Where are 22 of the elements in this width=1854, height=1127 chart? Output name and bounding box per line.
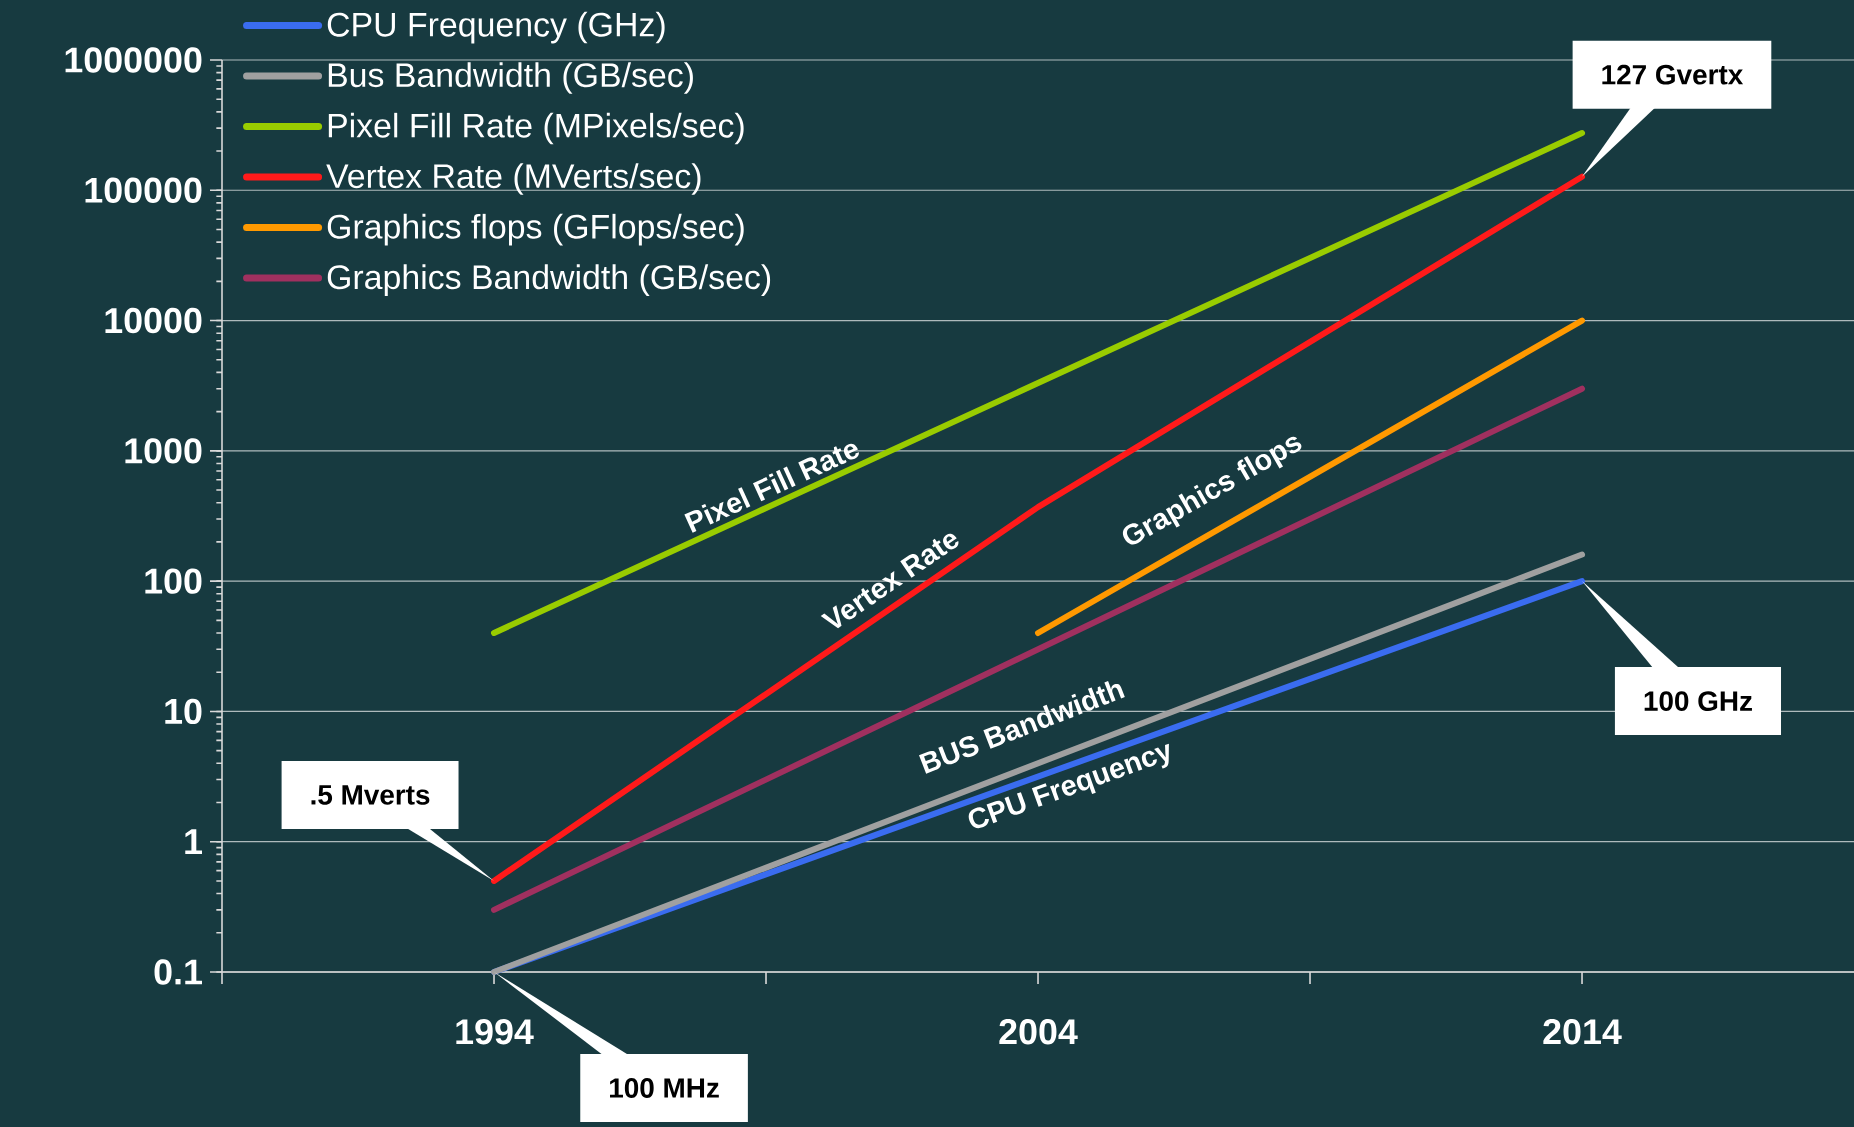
legend-label: Vertex Rate (MVerts/sec) [326, 163, 701, 195]
y-tick-label: 100000 [85, 177, 202, 203]
annotation: .5 Mverts [311, 785, 430, 805]
legend-label: Bus Bandwidth (GB/sec) [328, 62, 693, 94]
x-tick-label: 1994 [456, 1019, 534, 1045]
annotation: 100 GHz [1644, 691, 1752, 711]
legend-label: CPU Frequency (GHz) [327, 11, 665, 44]
y-tick-label: 1000 [125, 438, 202, 464]
y-tick-label: 0.1 [154, 959, 202, 985]
text: 100 MHz [610, 1078, 719, 1098]
y-tick-label: 100 [145, 568, 202, 594]
y-tick-label: 1 [185, 829, 202, 855]
legend-label: Pixel Fill Rate (MPixels/sec) [328, 112, 744, 145]
y-tick-label: 10000 [105, 307, 202, 334]
y-tick-label: 1000000 [65, 47, 202, 73]
x-tick-label: 2014 [1543, 1019, 1622, 1045]
x-tick-label: 2004 [999, 1019, 1078, 1045]
legend-label: Graphics Bandwidth (GB/sec) [327, 264, 771, 296]
legend-label: Graphics flops (GFlops/sec) [327, 213, 744, 246]
annotation: Pixel Fill Rate [684, 443, 859, 533]
y-tick-label: 10 [165, 698, 202, 725]
annotation: 127 Gvertx [1602, 64, 1744, 85]
